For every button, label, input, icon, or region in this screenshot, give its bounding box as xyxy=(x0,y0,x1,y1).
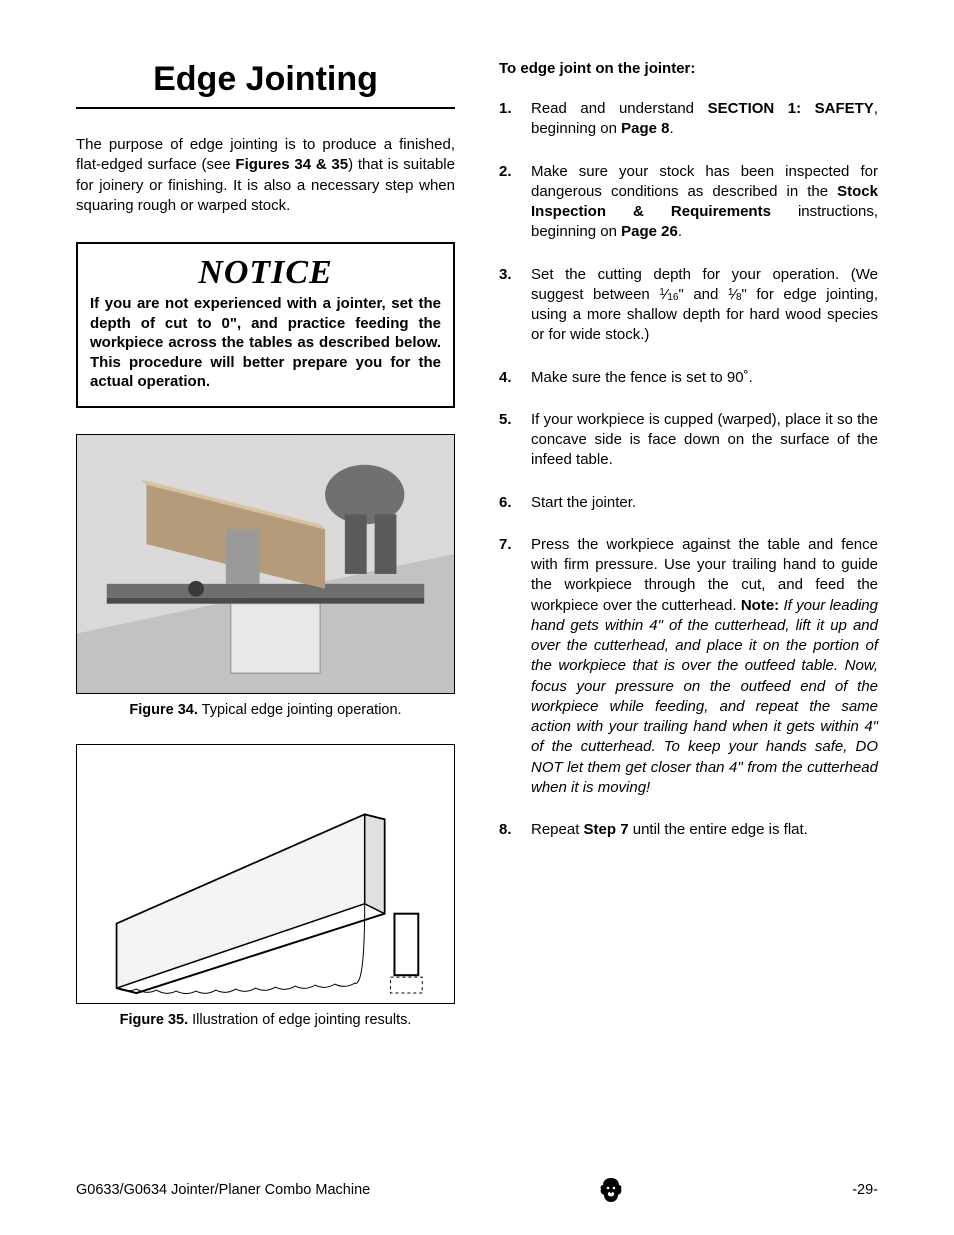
footer-left-text: G0633/G0634 Jointer/Planer Combo Machine xyxy=(76,1182,370,1198)
figure-34-caption-bold: Figure 34. xyxy=(129,702,198,718)
right-column: To edge joint on the jointer: 1. Read an… xyxy=(499,60,878,1054)
step-7-note: Note: If your leading hand gets within 4… xyxy=(531,597,878,796)
step-body: Press the workpiece against the table an… xyxy=(531,535,878,798)
figure-35-caption-rest: Illustration of edge jointing results. xyxy=(188,1012,411,1028)
step-body: Set the cutting depth for your operation… xyxy=(531,265,878,346)
lead-in-text: To edge joint on the jointer: xyxy=(499,60,878,77)
jointer-photo-placeholder-icon xyxy=(77,435,454,693)
figure-35-caption: Figure 35. Illustration of edge jointing… xyxy=(76,1012,455,1028)
fraction-denominator: 16 xyxy=(667,292,678,303)
step-bold: Step 7 xyxy=(584,821,629,838)
figure-34-caption: Figure 34. Typical edge jointing operati… xyxy=(76,702,455,718)
step-6: 6. Start the jointer. xyxy=(499,493,878,513)
step-body: Repeat Step 7 until the entire edge is f… xyxy=(531,820,878,840)
note-text: If your leading hand gets within 4" of t… xyxy=(531,597,878,796)
step-1: 1. Read and understand SECTION 1: SAFETY… xyxy=(499,99,878,140)
step-number: 5. xyxy=(499,410,531,471)
edge-jointing-illustration-icon xyxy=(77,745,454,1003)
step-text: . xyxy=(678,223,682,240)
figure-35-image xyxy=(76,744,455,1004)
step-number: 1. xyxy=(499,99,531,140)
left-column: Edge Jointing The purpose of edge jointi… xyxy=(76,60,455,1054)
step-3: 3. Set the cutting depth for your operat… xyxy=(499,265,878,346)
figure-34-caption-rest: Typical edge jointing operation. xyxy=(198,702,402,718)
figure-35: Figure 35. Illustration of edge jointing… xyxy=(76,744,455,1028)
page-title: Edge Jointing xyxy=(76,60,455,109)
figure-34: Figure 34. Typical edge jointing operati… xyxy=(76,434,455,718)
step-bold: Page 26 xyxy=(621,223,678,240)
step-body: Start the jointer. xyxy=(531,493,878,513)
step-number: 4. xyxy=(499,368,531,388)
figure-35-caption-bold: Figure 35. xyxy=(120,1012,189,1028)
footer-page-number: -29- xyxy=(852,1182,878,1198)
fraction-numerator: 1 xyxy=(728,287,734,298)
step-body: If your workpiece is cupped (warped), pl… xyxy=(531,410,878,471)
steps-list: 1. Read and understand SECTION 1: SAFETY… xyxy=(499,99,878,840)
page-footer: G0633/G0634 Jointer/Planer Combo Machine… xyxy=(76,1175,878,1205)
step-text: Read and understand xyxy=(531,100,708,117)
intro-paragraph: The purpose of edge jointing is to produ… xyxy=(76,135,455,216)
step-number: 8. xyxy=(499,820,531,840)
step-body: Make sure the fence is set to 90˚. xyxy=(531,368,878,388)
step-text: " and xyxy=(679,286,728,303)
step-body: Make sure your stock has been inspected … xyxy=(531,162,878,243)
step-text: Repeat xyxy=(531,821,584,838)
step-2: 2. Make sure your stock has been inspect… xyxy=(499,162,878,243)
notice-body: If you are not experienced with a jointe… xyxy=(90,294,441,392)
step-number: 6. xyxy=(499,493,531,513)
step-number: 2. xyxy=(499,162,531,243)
step-body: Read and understand SECTION 1: SAFETY, b… xyxy=(531,99,878,140)
grizzly-logo-icon xyxy=(596,1175,626,1205)
step-5: 5. If your workpiece is cupped (warped),… xyxy=(499,410,878,471)
note-label: Note: xyxy=(741,597,779,614)
notice-heading: NOTICE xyxy=(90,254,441,292)
step-text: Make sure your stock has been inspected … xyxy=(531,163,878,200)
step-7: 7. Press the workpiece against the table… xyxy=(499,535,878,798)
step-number: 3. xyxy=(499,265,531,346)
step-text: until the entire edge is flat. xyxy=(629,821,808,838)
step-8: 8. Repeat Step 7 until the entire edge i… xyxy=(499,820,878,840)
intro-bold-figures: Figures 34 & 35 xyxy=(235,156,348,173)
step-number: 7. xyxy=(499,535,531,798)
notice-box: NOTICE If you are not experienced with a… xyxy=(76,242,455,408)
step-4: 4. Make sure the fence is set to 90˚. xyxy=(499,368,878,388)
step-bold: Page 8 xyxy=(621,120,669,137)
figure-34-image xyxy=(76,434,455,694)
step-text: . xyxy=(669,120,673,137)
step-bold: SECTION 1: SAFETY xyxy=(708,100,874,117)
fraction-numerator: 1 xyxy=(659,287,665,298)
